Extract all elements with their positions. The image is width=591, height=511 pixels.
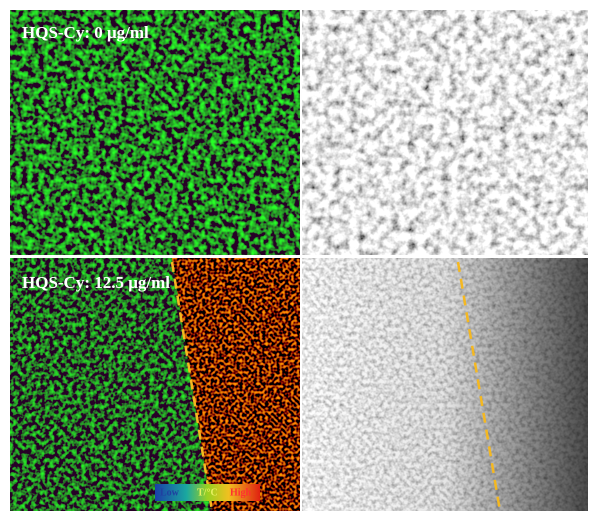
figure: HQS-Cy: 0 μg/ml HQS-Cy: 12.5 μg/ml Low T… bbox=[0, 0, 591, 511]
colorbar-title: T/°C bbox=[197, 487, 218, 498]
fluorescence-image bbox=[10, 10, 300, 255]
panel-label: HQS-Cy: 12.5 μg/ml bbox=[22, 273, 170, 292]
colorbar-low: Low bbox=[160, 487, 180, 498]
shading bbox=[302, 258, 588, 511]
panel-label: HQS-Cy: 0 μg/ml bbox=[22, 23, 149, 42]
brightfield-image bbox=[302, 10, 588, 255]
colorbar-high: High bbox=[230, 487, 252, 498]
